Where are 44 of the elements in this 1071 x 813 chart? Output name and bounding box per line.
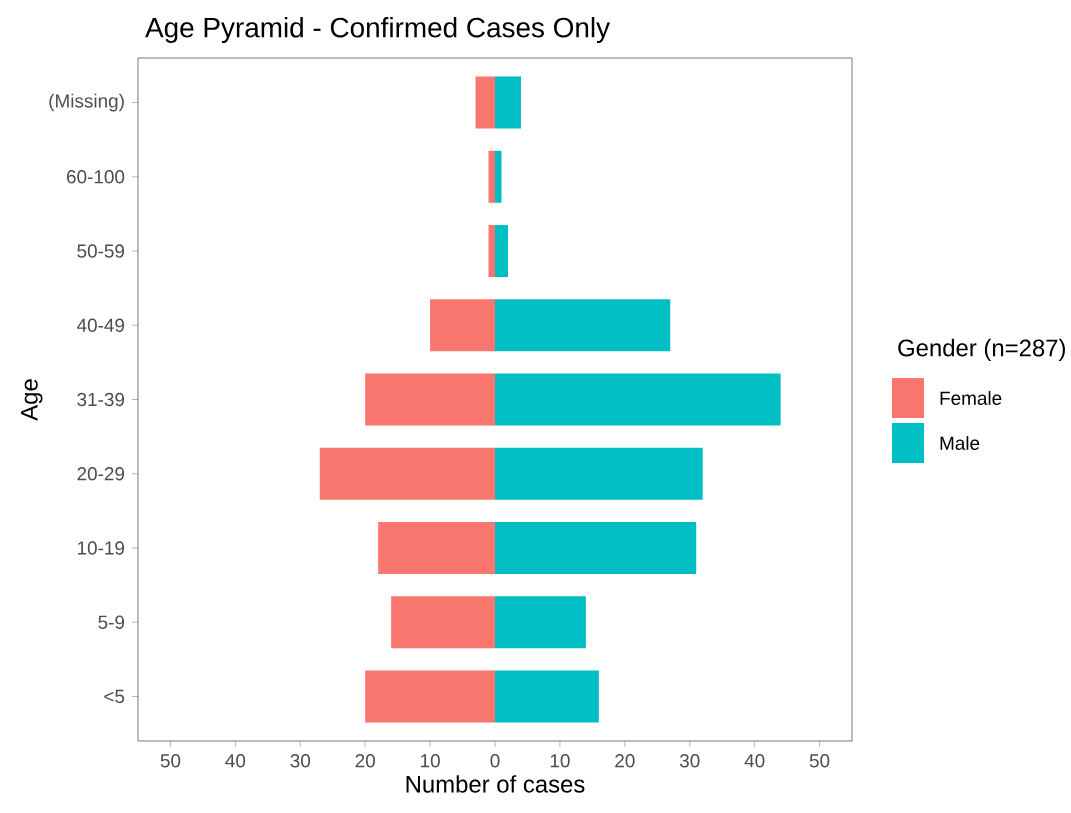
x-tick-label: 0 (490, 754, 500, 768)
x-tick-label: 20 (355, 754, 375, 768)
bar (475, 76, 495, 129)
y-tick-label: 10-19 (77, 541, 125, 555)
bar (391, 596, 495, 649)
legend-label: Female (940, 391, 1002, 405)
chart-title: Age Pyramid - Confirmed Cases Only (145, 17, 611, 44)
y-tick-label: 40-49 (76, 318, 125, 332)
x-tick-label: 50 (160, 754, 181, 768)
bar (430, 299, 495, 352)
x-tick-label: 10 (421, 754, 440, 768)
y-tick-label: 5-9 (98, 615, 125, 629)
bar (495, 522, 697, 574)
bar (495, 373, 781, 426)
x-tick-label: 10 (550, 754, 570, 768)
y-tick-label: 31-39 (77, 392, 125, 407)
bar (378, 522, 495, 574)
bar (488, 225, 495, 278)
x-axis-title: Number of cases (406, 775, 585, 793)
x-tick-label: 40 (744, 754, 765, 768)
bar (365, 373, 495, 426)
x-tick-label: 50 (809, 754, 830, 768)
legend-title: Gender (n=287) (898, 338, 1065, 362)
bar (495, 225, 508, 278)
y-tick-label: <5 (104, 689, 125, 704)
y-tick-label: 20-29 (77, 467, 125, 481)
bar (488, 150, 495, 203)
y-axis-title: Age (21, 379, 43, 421)
y-tick-label: 60-100 (66, 170, 125, 184)
x-tick-label: 20 (615, 754, 635, 768)
x-tick-label: 30 (679, 754, 700, 768)
legend-label: Male (940, 436, 980, 450)
y-tick-label: (Missing) (49, 93, 124, 112)
bar (495, 150, 502, 203)
x-tick-label: 40 (225, 754, 246, 768)
bar (495, 596, 586, 649)
bar (495, 299, 671, 352)
x-tick-label: 30 (290, 754, 311, 768)
bar (365, 670, 495, 723)
bar (495, 76, 521, 129)
bar (495, 670, 599, 723)
bar (495, 447, 703, 500)
bar (319, 447, 495, 500)
y-tick-label: 50-59 (77, 244, 125, 258)
